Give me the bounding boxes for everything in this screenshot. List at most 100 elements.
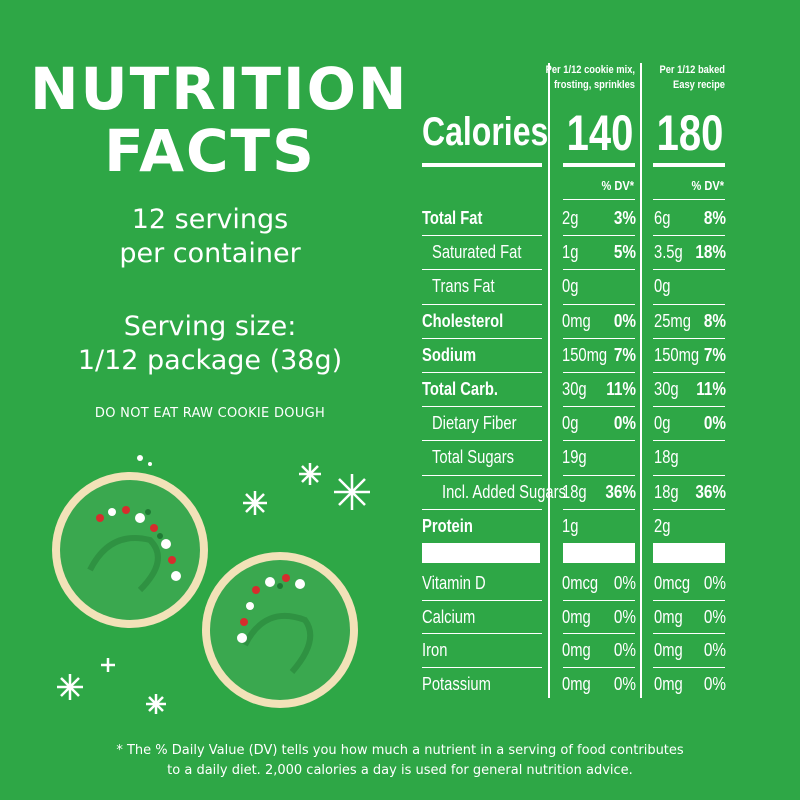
row-divider bbox=[653, 338, 725, 339]
row-divider bbox=[422, 372, 542, 373]
row-divider bbox=[563, 509, 635, 510]
amount-baked: 0mg bbox=[654, 674, 683, 694]
nutrient-row: Cholesterol 0mg 0% 25mg 8% bbox=[422, 304, 800, 338]
dv-baked bbox=[672, 509, 726, 543]
dv-baked: 0% bbox=[703, 640, 726, 660]
row-divider bbox=[653, 633, 725, 634]
row-divider bbox=[653, 475, 725, 476]
column-divider-1 bbox=[548, 63, 550, 698]
dv-baked: 18% bbox=[695, 242, 726, 262]
dv-mix: 5% bbox=[613, 242, 636, 262]
row-divider bbox=[653, 269, 725, 270]
amount-mix: 2g bbox=[562, 208, 579, 228]
footnote: * The % Daily Value (DV) tells you how m… bbox=[60, 741, 740, 781]
nutrient-label: Dietary Fiber bbox=[432, 413, 517, 433]
row-divider bbox=[422, 667, 542, 668]
row-divider bbox=[422, 509, 542, 510]
nutrient-label: Total Fat bbox=[422, 208, 483, 228]
row-divider bbox=[653, 440, 725, 441]
amount-baked: 150mg bbox=[654, 345, 700, 365]
dv-mix: 0% bbox=[613, 640, 636, 660]
calories-value-mix: 140 bbox=[566, 105, 634, 161]
row-divider bbox=[422, 475, 542, 476]
dv-header-mix: % DV* bbox=[601, 178, 634, 193]
dv-baked: 36% bbox=[695, 482, 726, 502]
nutrient-label: Calcium bbox=[422, 607, 476, 627]
servings-per-container: 12 servings per container bbox=[30, 203, 390, 271]
warning-text: DO NOT EAT RAW COOKIE DOUGH bbox=[94, 406, 326, 421]
row-divider bbox=[563, 199, 635, 200]
nutrient-label: Trans Fat bbox=[432, 276, 495, 296]
dv-mix: 11% bbox=[606, 379, 636, 399]
dv-mix bbox=[582, 269, 636, 303]
amount-baked: 0mg bbox=[654, 607, 683, 627]
serving-size-line-2: 1/12 package (38g) bbox=[77, 345, 343, 376]
serving-size-line-1: Serving size: bbox=[123, 311, 297, 342]
row-divider bbox=[422, 440, 542, 441]
dv-mix: 0% bbox=[613, 573, 636, 593]
row-divider bbox=[563, 406, 635, 407]
amount-mix: 0mg bbox=[562, 674, 591, 694]
row-divider bbox=[563, 235, 635, 236]
nutrient-row: Total Fat 2g 3% 6g 8% bbox=[422, 201, 800, 235]
row-divider bbox=[422, 304, 542, 305]
servings-line-2: per container bbox=[119, 238, 301, 269]
cookie-icon bbox=[52, 472, 208, 628]
row-divider bbox=[422, 600, 542, 601]
nutrient-label: Cholesterol bbox=[422, 311, 504, 331]
nutrient-label: Vitamin D bbox=[422, 573, 486, 593]
row-divider bbox=[563, 475, 635, 476]
footnote-line-1: * The % Daily Value (DV) tells you how m… bbox=[116, 743, 684, 758]
nutrient-label: Potassium bbox=[422, 674, 491, 694]
dv-mix: 0% bbox=[613, 311, 636, 331]
nutrient-label: Sodium bbox=[422, 345, 477, 365]
calories-rule bbox=[422, 163, 542, 167]
row-divider bbox=[563, 667, 635, 668]
amount-mix: 0mg bbox=[562, 640, 591, 660]
title-line-1: NUTRITION bbox=[30, 55, 409, 123]
nutrient-row: Potassium 0mg 0% 0mg 0% bbox=[422, 667, 800, 701]
dv-mix bbox=[582, 509, 636, 543]
row-divider bbox=[563, 269, 635, 270]
row-divider bbox=[422, 633, 542, 634]
row-divider bbox=[653, 199, 725, 200]
calories-label: Calories bbox=[422, 110, 549, 154]
amount-baked: 25mg bbox=[654, 311, 691, 331]
row-divider bbox=[422, 235, 542, 236]
row-divider bbox=[422, 338, 542, 339]
nutrient-row: Trans Fat 0g 0g bbox=[422, 269, 800, 303]
nutrient-label: Iron bbox=[422, 640, 448, 660]
nutrient-row: Calcium 0mg 0% 0mg 0% bbox=[422, 600, 800, 634]
amount-mix: 18g bbox=[562, 482, 587, 502]
nutrient-label: Incl. Added Sugars bbox=[442, 482, 566, 502]
row-divider bbox=[653, 600, 725, 601]
dv-baked: 0% bbox=[703, 573, 726, 593]
dv-mix: 0% bbox=[613, 413, 636, 433]
servings-line-1: 12 servings bbox=[131, 204, 289, 235]
row-divider bbox=[563, 440, 635, 441]
column-header-mix-line-1: Per 1/12 cookie mix, bbox=[545, 64, 635, 76]
row-divider bbox=[422, 406, 542, 407]
dv-baked bbox=[672, 440, 726, 474]
dv-baked bbox=[672, 269, 726, 303]
row-divider bbox=[563, 633, 635, 634]
dv-mix: 7% bbox=[613, 345, 636, 365]
nutrient-row: Total Carb. 30g 11% 30g 11% bbox=[422, 372, 800, 406]
footnote-line-2: to a daily diet. 2,000 calories a day is… bbox=[167, 763, 633, 778]
separator-bar bbox=[422, 543, 540, 563]
dv-baked: 0% bbox=[703, 607, 726, 627]
nutrient-row: Protein 1g 2g bbox=[422, 509, 800, 543]
nutrient-row: Incl. Added Sugars 18g 36% 18g 36% bbox=[422, 475, 800, 509]
amount-mix: 30g bbox=[562, 379, 587, 399]
dv-header-baked: % DV* bbox=[691, 178, 724, 193]
amount-mix: 0g bbox=[562, 276, 579, 296]
nutrient-label: Total Sugars bbox=[432, 447, 515, 467]
column-divider-2 bbox=[640, 63, 642, 698]
row-divider bbox=[653, 372, 725, 373]
row-divider bbox=[563, 338, 635, 339]
amount-mix: 1g bbox=[562, 516, 579, 536]
dv-baked: 0% bbox=[703, 674, 726, 694]
amount-mix: 19g bbox=[562, 447, 587, 467]
title-line-2: FACTS bbox=[104, 117, 316, 185]
amount-mix: 0mcg bbox=[562, 573, 599, 593]
